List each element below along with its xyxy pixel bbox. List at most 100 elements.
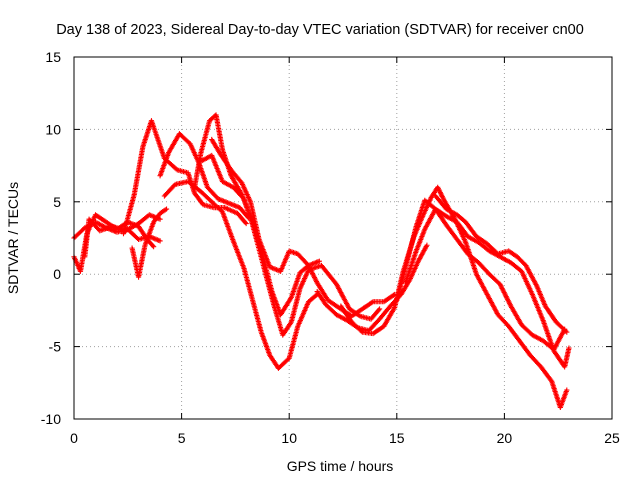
dense-samples bbox=[382, 306, 397, 328]
dense-samples bbox=[166, 132, 182, 154]
dense-samples bbox=[261, 264, 277, 308]
series-sat-j bbox=[209, 136, 398, 319]
dense-samples bbox=[250, 299, 264, 334]
dense-samples bbox=[496, 313, 511, 328]
y-tick-label: -5 bbox=[49, 339, 62, 355]
dense-samples bbox=[158, 207, 168, 216]
x-tick-label: 20 bbox=[497, 430, 513, 446]
dense-samples bbox=[149, 119, 167, 160]
dense-samples bbox=[394, 258, 410, 302]
dense-samples bbox=[209, 138, 223, 156]
dense-samples bbox=[403, 249, 419, 285]
dense-samples bbox=[487, 272, 502, 286]
y-tick-labels: -10 -5 0 5 10 15 bbox=[41, 49, 61, 427]
y-tick-label: -10 bbox=[41, 411, 61, 427]
dense-samples bbox=[509, 304, 524, 327]
dense-samples bbox=[324, 303, 339, 317]
dense-samples bbox=[515, 255, 528, 268]
dense-samples bbox=[382, 292, 397, 304]
dense-samples bbox=[268, 264, 282, 274]
dense-samples bbox=[257, 238, 272, 269]
dense-samples bbox=[485, 293, 500, 316]
x-tick-label: 15 bbox=[389, 430, 405, 446]
dense-samples bbox=[198, 119, 212, 154]
dense-samples bbox=[407, 260, 421, 282]
dense-samples bbox=[199, 190, 214, 204]
dense-samples bbox=[414, 199, 427, 228]
dense-samples bbox=[517, 339, 532, 357]
dense-samples bbox=[455, 220, 470, 238]
data-point bbox=[564, 387, 570, 393]
dense-samples bbox=[162, 182, 177, 198]
dense-samples bbox=[434, 207, 448, 219]
dense-samples bbox=[124, 221, 140, 233]
dense-samples bbox=[350, 320, 364, 334]
dense-samples bbox=[509, 260, 524, 273]
dense-samples bbox=[276, 356, 291, 370]
dense-samples bbox=[210, 200, 225, 214]
dense-samples bbox=[475, 234, 489, 246]
x-axis-label: GPS time / hours bbox=[287, 458, 394, 474]
dense-samples bbox=[335, 312, 349, 323]
dense-samples bbox=[315, 281, 330, 302]
dense-samples bbox=[315, 290, 328, 306]
dense-samples bbox=[209, 154, 225, 183]
series-sat-n bbox=[402, 206, 572, 370]
dense-samples bbox=[416, 243, 429, 263]
y-tick-label: 0 bbox=[53, 266, 61, 282]
series-sat-h bbox=[161, 178, 320, 371]
data-point bbox=[151, 244, 157, 250]
dense-samples bbox=[444, 223, 459, 241]
chart-title: Day 138 of 2023, Sidereal Day-to-day VTE… bbox=[56, 22, 584, 38]
dense-samples bbox=[131, 145, 146, 196]
y-tick-label: 5 bbox=[53, 194, 61, 210]
dense-samples bbox=[519, 270, 535, 296]
dense-samples bbox=[377, 304, 392, 321]
dense-samples bbox=[241, 197, 255, 227]
dense-samples bbox=[326, 298, 343, 311]
x-tick-label: 10 bbox=[281, 430, 297, 446]
dense-samples bbox=[485, 242, 500, 256]
data-point bbox=[564, 329, 570, 335]
dense-samples bbox=[241, 267, 255, 302]
dense-samples bbox=[289, 271, 303, 299]
data-point bbox=[157, 238, 163, 244]
dense-samples bbox=[558, 388, 569, 409]
y-axis-label: SDTVAR / TECUs bbox=[5, 182, 21, 294]
dense-samples bbox=[371, 324, 386, 336]
axis-ticks bbox=[73, 56, 613, 420]
dense-samples bbox=[539, 365, 554, 383]
dense-samples bbox=[306, 264, 320, 285]
dense-samples bbox=[367, 317, 382, 333]
dense-samples bbox=[433, 194, 448, 211]
plot-frame bbox=[73, 56, 613, 420]
dense-samples bbox=[531, 333, 545, 343]
dense-samples bbox=[466, 234, 480, 245]
dense-samples bbox=[466, 252, 480, 265]
dense-samples bbox=[507, 249, 519, 259]
dense-samples bbox=[229, 168, 244, 185]
dense-samples bbox=[307, 292, 319, 304]
dense-samples bbox=[186, 179, 203, 194]
dense-samples bbox=[360, 299, 375, 311]
dense-samples bbox=[414, 228, 427, 253]
data-point bbox=[163, 206, 170, 212]
data-point bbox=[243, 220, 249, 227]
dense-samples bbox=[199, 153, 213, 164]
dense-samples bbox=[405, 225, 419, 261]
dense-samples bbox=[296, 252, 311, 267]
dense-samples bbox=[158, 151, 171, 177]
dense-samples bbox=[87, 217, 102, 233]
series-sat-i bbox=[198, 152, 383, 338]
dense-samples bbox=[287, 325, 300, 360]
dense-samples bbox=[445, 207, 459, 217]
y-tick-label: 10 bbox=[45, 121, 61, 137]
dense-samples bbox=[94, 220, 108, 230]
dense-samples bbox=[281, 320, 294, 337]
dense-samples bbox=[455, 238, 470, 256]
dense-samples bbox=[229, 174, 244, 196]
dense-samples bbox=[562, 346, 572, 369]
dense-samples bbox=[399, 278, 412, 296]
dense-samples bbox=[223, 205, 239, 216]
